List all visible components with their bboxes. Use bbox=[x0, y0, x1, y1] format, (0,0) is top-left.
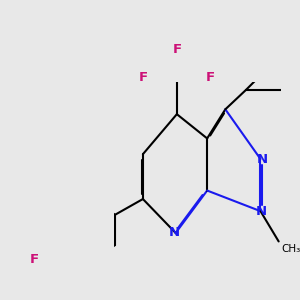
Text: N: N bbox=[256, 205, 267, 218]
Text: F: F bbox=[139, 71, 148, 84]
Text: CH₃: CH₃ bbox=[281, 244, 300, 254]
Text: F: F bbox=[172, 43, 182, 56]
Text: F: F bbox=[206, 71, 214, 84]
Text: N: N bbox=[169, 226, 180, 239]
Text: F: F bbox=[29, 253, 38, 266]
Text: N: N bbox=[256, 152, 268, 166]
